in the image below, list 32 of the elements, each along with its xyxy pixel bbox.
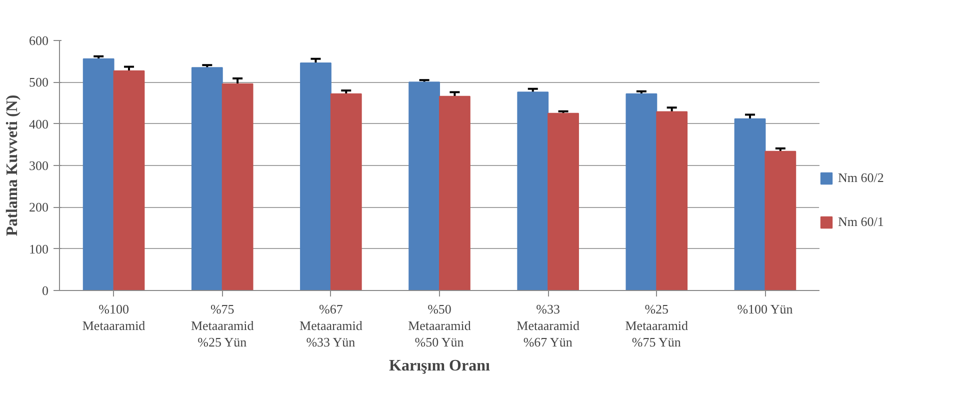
bar	[113, 70, 145, 290]
bar	[548, 112, 579, 290]
x-tick-label: %50 Metaaramid %50 Yün	[408, 302, 472, 350]
bar	[656, 111, 688, 290]
y-tick-label: 100	[29, 241, 48, 256]
bar	[764, 150, 796, 290]
y-tick-label: 500	[29, 74, 48, 90]
legend-label: Nm 60/2	[838, 170, 884, 186]
bar	[330, 93, 362, 290]
bar	[734, 118, 766, 290]
bar	[82, 58, 114, 290]
y-tick-label: 400	[29, 116, 48, 132]
x-tick-label: %33 Metaaramid %67 Yün	[516, 302, 580, 350]
x-tick-label: %25 Metaaramid %75 Yün	[625, 302, 689, 350]
y-tick-label: 300	[29, 158, 48, 173]
bar	[408, 82, 440, 290]
bar	[300, 62, 332, 290]
bar	[439, 96, 470, 290]
y-axis-title: Patlama Kuvveti (N)	[4, 94, 21, 236]
y-tick-label: 0	[42, 283, 48, 298]
bar	[626, 93, 658, 290]
x-tick-label: %100 Metaaramid	[82, 302, 146, 333]
y-tick-label: 200	[29, 200, 48, 215]
y-tick-label: 600	[29, 33, 48, 48]
x-tick-label: %75 Metaaramid %25 Yün	[190, 302, 254, 350]
legend-label: Nm 60/1	[838, 214, 884, 230]
bar	[222, 83, 254, 290]
x-axis-title: Karışım Oranı	[389, 358, 490, 374]
bar	[191, 67, 223, 290]
bar	[517, 92, 549, 290]
x-tick-label: %100 Yün	[737, 302, 794, 316]
x-tick-label: %67 Metaaramid %33 Yün	[300, 302, 363, 350]
